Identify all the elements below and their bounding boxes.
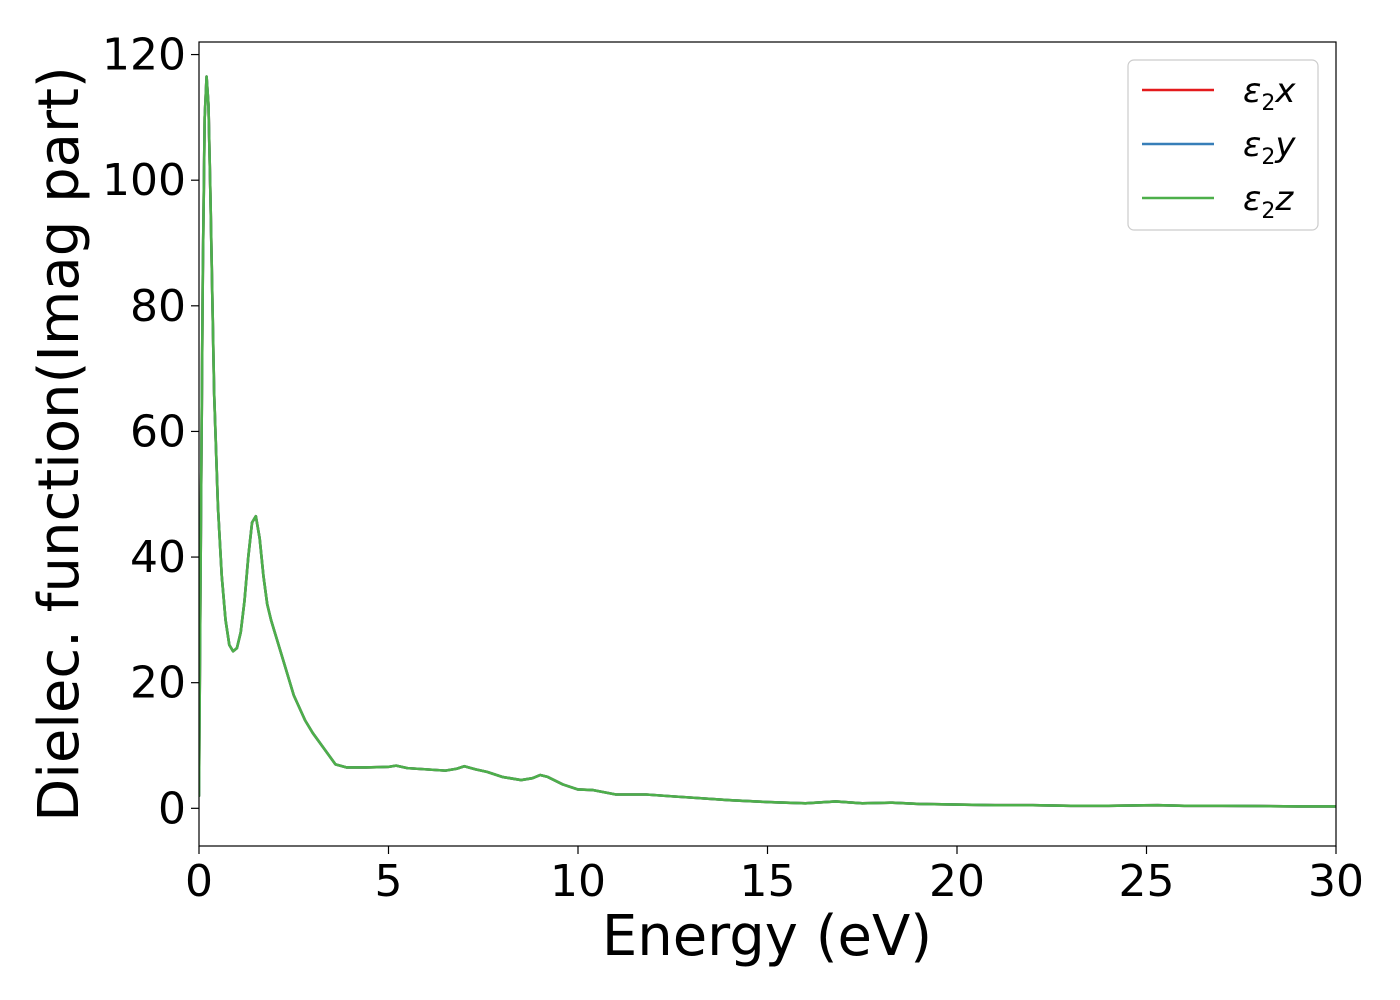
y-tick-label: 100 [102,155,186,206]
y-tick-label: 120 [102,30,186,81]
x-axis-ticks: 0 5 10 15 20 25 30 [185,846,1364,907]
y-tick-label: 80 [130,281,186,332]
x-axis-title: Energy (eV) [602,904,932,969]
x-tick-label: 15 [740,856,796,907]
x-tick-label: 20 [929,856,985,907]
legend: ε2x ε2y ε2z [1127,59,1319,231]
y-tick-label: 60 [130,406,186,457]
x-tick-label: 10 [550,856,606,907]
y-axis-title: Dielec. function(Imag part) [27,66,92,822]
y-tick-label: 40 [130,532,186,583]
legend-label: ε2y [1243,125,1296,170]
x-tick-label: 30 [1308,856,1364,907]
legend-box [1127,59,1319,231]
y-axis-ticks: 0 20 40 60 80 100 120 [102,30,199,834]
x-tick-label: 5 [375,856,403,907]
legend-label: ε2z [1243,179,1294,224]
x-tick-label: 25 [1119,856,1175,907]
y-tick-label: 0 [158,783,186,834]
legend-label: ε2x [1243,71,1296,116]
y-tick-label: 20 [130,658,186,709]
series-line-z [199,75,1336,808]
x-tick-label: 0 [185,856,213,907]
series-layer [199,75,1336,808]
